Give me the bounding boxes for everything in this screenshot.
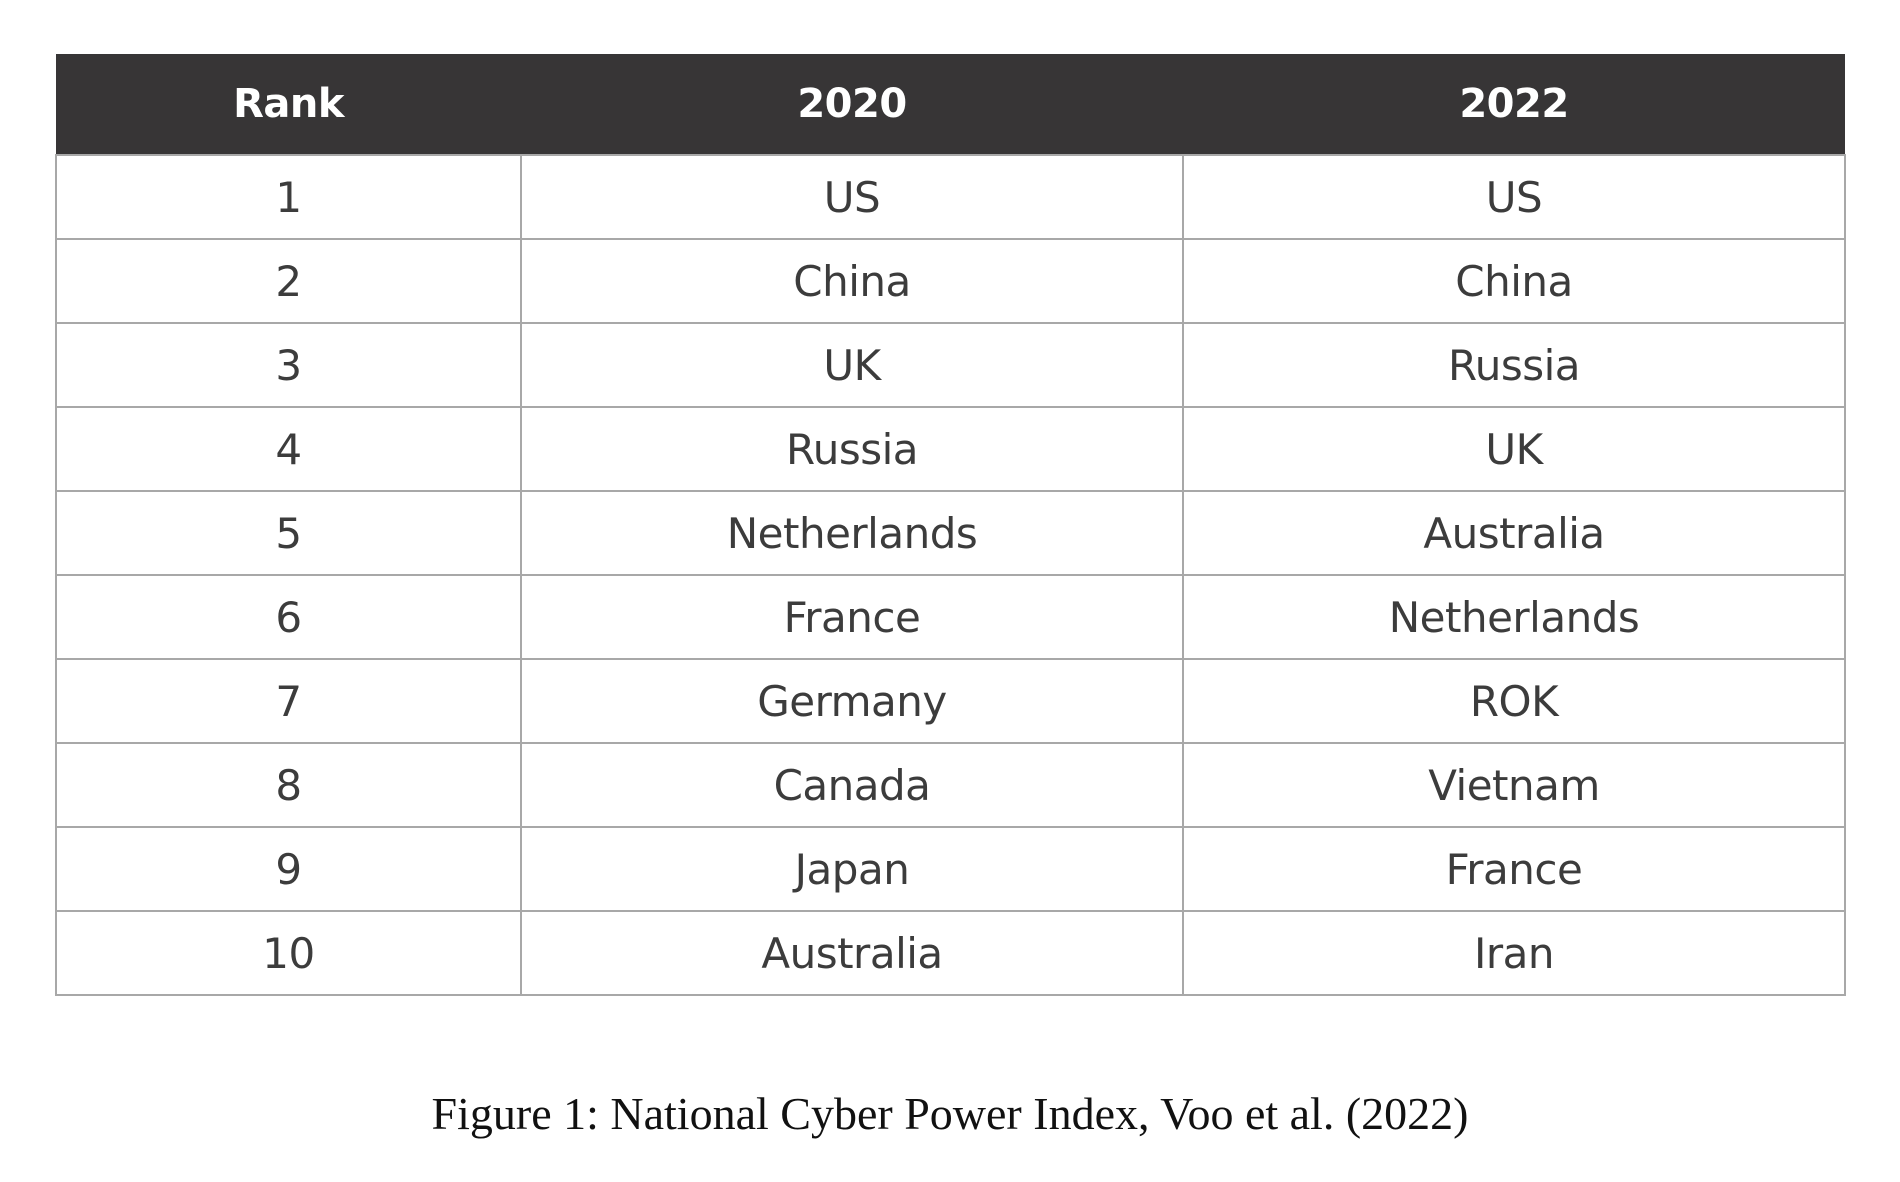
- table-row: 10 Australia Iran: [55, 910, 1846, 996]
- country-2020-cell: Canada: [520, 742, 1184, 828]
- table-row: 6 France Netherlands: [55, 574, 1846, 660]
- table-row: 3 UK Russia: [55, 322, 1846, 408]
- country-2020-cell: Russia: [520, 406, 1184, 492]
- country-2022-cell: Australia: [1182, 490, 1846, 576]
- figure-caption: Figure 1: National Cyber Power Index, Vo…: [431, 1088, 1469, 1139]
- table-row: 7 Germany ROK: [55, 658, 1846, 744]
- country-2022-cell: Iran: [1182, 910, 1846, 996]
- header-rank: Rank: [56, 54, 521, 155]
- country-2020-cell: Netherlands: [520, 490, 1184, 576]
- country-2020-cell: France: [520, 574, 1184, 660]
- rank-cell: 1: [55, 154, 522, 240]
- country-2020-cell: Australia: [520, 910, 1184, 996]
- country-2020-cell: Germany: [520, 658, 1184, 744]
- country-2020-cell: US: [520, 154, 1184, 240]
- header-2020: 2020: [521, 54, 1183, 155]
- table-body: 1 US US 2 China China 3 UK Russia 4 Russ…: [55, 154, 1846, 996]
- country-2022-cell: France: [1182, 826, 1846, 912]
- country-2022-cell: UK: [1182, 406, 1846, 492]
- table-row: 8 Canada Vietnam: [55, 742, 1846, 828]
- rank-cell: 5: [55, 490, 522, 576]
- table-row: 2 China China: [55, 238, 1846, 324]
- rank-cell: 9: [55, 826, 522, 912]
- rank-cell: 2: [55, 238, 522, 324]
- header-row: Rank 2020 2022: [56, 54, 1845, 155]
- country-2022-cell: Russia: [1182, 322, 1846, 408]
- ranking-table: Rank 2020 2022 1 US US 2 China China 3 U…: [55, 54, 1846, 996]
- figure: Rank 2020 2022 1 US US 2 China China 3 U…: [55, 54, 1846, 996]
- rank-cell: 3: [55, 322, 522, 408]
- rank-cell: 4: [55, 406, 522, 492]
- country-2022-cell: Netherlands: [1182, 574, 1846, 660]
- rank-cell: 10: [55, 910, 522, 996]
- table-row: 5 Netherlands Australia: [55, 490, 1846, 576]
- country-2022-cell: Vietnam: [1182, 742, 1846, 828]
- country-2022-cell: ROK: [1182, 658, 1846, 744]
- rank-cell: 7: [55, 658, 522, 744]
- country-2020-cell: Japan: [520, 826, 1184, 912]
- rank-cell: 6: [55, 574, 522, 660]
- table-row: 9 Japan France: [55, 826, 1846, 912]
- table-row: 4 Russia UK: [55, 406, 1846, 492]
- country-2020-cell: China: [520, 238, 1184, 324]
- rank-cell: 8: [55, 742, 522, 828]
- country-2022-cell: US: [1182, 154, 1846, 240]
- country-2022-cell: China: [1182, 238, 1846, 324]
- table-header: Rank 2020 2022: [56, 54, 1845, 155]
- header-2022: 2022: [1183, 54, 1845, 155]
- country-2020-cell: UK: [520, 322, 1184, 408]
- table-row: 1 US US: [55, 154, 1846, 240]
